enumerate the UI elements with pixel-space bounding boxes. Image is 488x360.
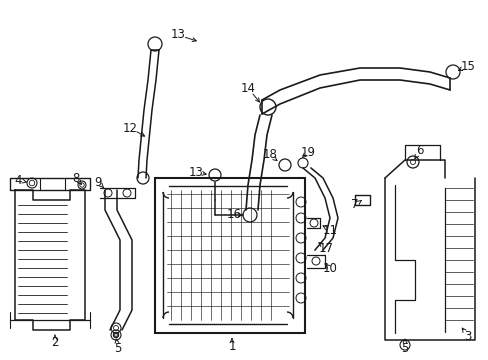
Bar xyxy=(155,178,305,333)
Text: 6: 6 xyxy=(415,144,423,157)
Text: 18: 18 xyxy=(262,148,277,162)
Text: 2: 2 xyxy=(51,337,59,350)
Text: 12: 12 xyxy=(122,122,137,135)
Text: 15: 15 xyxy=(460,59,474,72)
Text: 7: 7 xyxy=(350,198,358,211)
Text: 19: 19 xyxy=(300,145,315,158)
Text: 5: 5 xyxy=(114,342,122,355)
Text: 13: 13 xyxy=(188,166,203,179)
Text: 1: 1 xyxy=(228,341,235,354)
Text: 4: 4 xyxy=(14,174,21,186)
Text: 17: 17 xyxy=(318,242,333,255)
Text: 11: 11 xyxy=(322,224,337,237)
Text: 3: 3 xyxy=(464,329,471,342)
Text: 5: 5 xyxy=(401,342,408,355)
Text: 9: 9 xyxy=(94,175,102,189)
Text: 16: 16 xyxy=(226,208,241,221)
Text: 10: 10 xyxy=(322,261,337,274)
Text: 8: 8 xyxy=(72,171,80,184)
Text: 14: 14 xyxy=(240,81,255,94)
Text: 13: 13 xyxy=(170,28,185,41)
